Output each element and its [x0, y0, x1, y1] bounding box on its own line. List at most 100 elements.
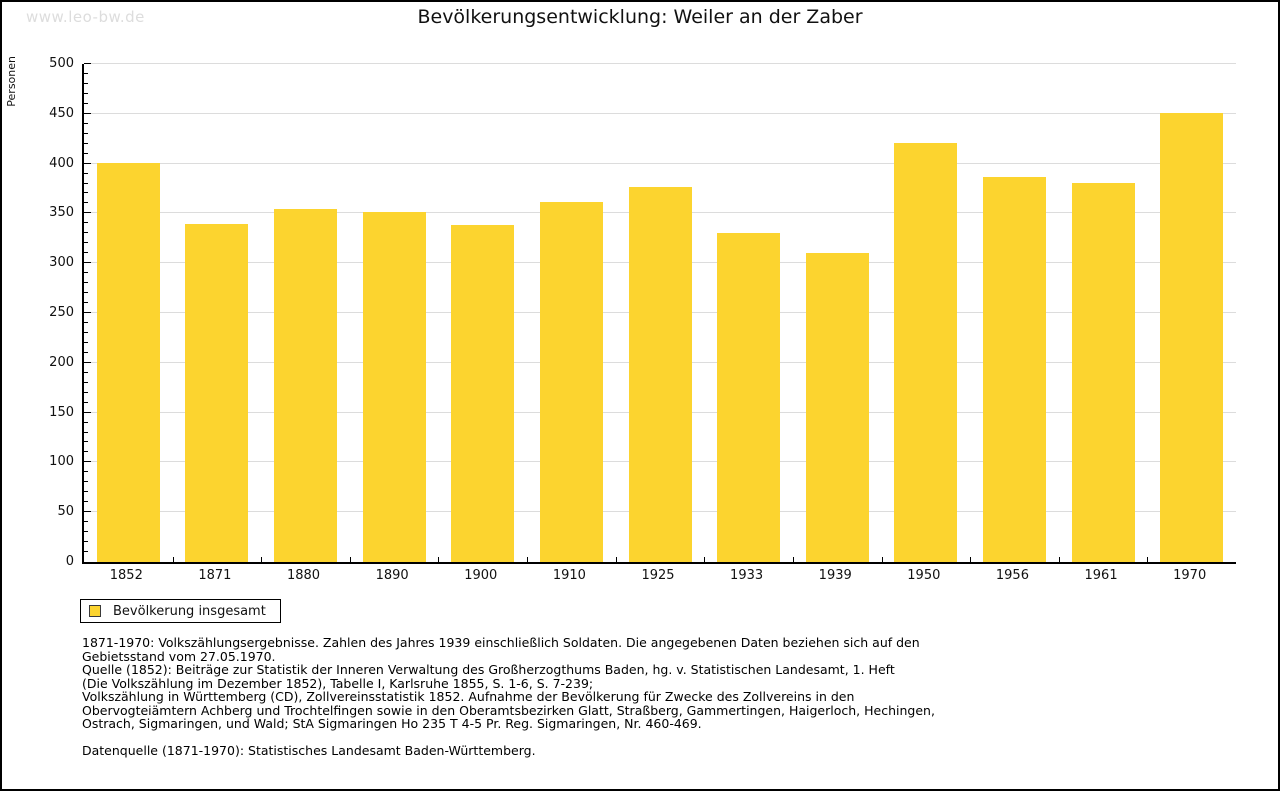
- site-watermark: www.leo-bw.de: [26, 8, 145, 26]
- y-tick-160: [84, 401, 88, 403]
- bar-1925: [628, 186, 692, 562]
- y-tick-480: [84, 82, 88, 84]
- y-tick-370: [84, 192, 88, 194]
- y-tick-490: [84, 72, 88, 74]
- y-tick-80: [84, 481, 88, 483]
- y-tick-220: [84, 341, 88, 343]
- x-tick-label-1950: 1950: [907, 568, 941, 583]
- x-tick-label-1925: 1925: [641, 568, 675, 583]
- y-tick-label-50: 50: [57, 504, 74, 520]
- y-tick-450: [84, 112, 91, 114]
- y-tick-120: [84, 441, 88, 443]
- y-tick-label-400: 400: [49, 155, 74, 171]
- legend-label: Bevölkerung insgesamt: [113, 603, 266, 619]
- y-tick-410: [84, 152, 88, 154]
- y-tick-200: [84, 361, 91, 363]
- bar-1970: [1160, 112, 1224, 562]
- y-tick-250: [84, 312, 91, 313]
- y-tick-100: [84, 461, 91, 463]
- chart-title: Bevölkerungsentwicklung: Weiler an der Z…: [417, 6, 863, 28]
- x-tick-5: [527, 557, 529, 562]
- y-tick-30: [84, 531, 88, 533]
- y-tick-290: [84, 272, 88, 274]
- y-tick-300: [84, 262, 91, 264]
- x-tick-label-1956: 1956: [995, 568, 1029, 583]
- y-tick-360: [84, 202, 88, 204]
- source-note-line-1: 1871-1970: Volkszählungsergebnisse. Zahl…: [82, 635, 920, 650]
- y-tick-90: [84, 471, 88, 473]
- plot-area: [82, 63, 1236, 564]
- bar-1961: [1071, 182, 1135, 562]
- gridline-450: [84, 112, 1236, 114]
- bar-1950: [894, 142, 958, 562]
- gridline-500: [84, 63, 1236, 64]
- gridline-400: [84, 162, 1236, 164]
- x-tick-12: [1147, 557, 1149, 562]
- x-tick-label-1880: 1880: [286, 568, 321, 583]
- y-tick-260: [84, 302, 88, 304]
- x-tick-8: [792, 557, 794, 562]
- y-tick-400: [84, 162, 91, 164]
- legend: Bevölkerung insgesamt: [80, 599, 281, 623]
- source-note-line-2: Gebietsstand vom 27.05.1970.: [82, 648, 276, 664]
- y-tick-label-250: 250: [49, 305, 74, 320]
- source-note-line-9: Datenquelle (1871-1970): Statistisches L…: [82, 743, 536, 758]
- y-tick-240: [84, 321, 88, 323]
- y-tick-230: [84, 331, 88, 333]
- legend-swatch-icon: [89, 605, 101, 617]
- x-tick-10: [970, 557, 972, 562]
- y-tick-380: [84, 182, 88, 184]
- x-tick-label-1900: 1900: [464, 568, 498, 583]
- bar-1939: [805, 253, 869, 562]
- y-tick-60: [84, 501, 88, 503]
- y-tick-350: [84, 212, 91, 214]
- source-note-line-7: Ostrach, Sigmaringen, und Wald; StA Sigm…: [82, 716, 702, 731]
- y-tick-180: [84, 381, 88, 383]
- x-tick-1: [172, 557, 174, 562]
- y-tick-10: [84, 551, 88, 553]
- y-tick-130: [84, 431, 88, 433]
- y-tick-470: [84, 92, 88, 94]
- bar-1880: [274, 209, 338, 562]
- y-tick-210: [84, 351, 88, 353]
- y-tick-50: [84, 511, 91, 513]
- bar-1910: [539, 202, 603, 562]
- y-tick-110: [84, 451, 88, 453]
- y-tick-40: [84, 521, 88, 523]
- y-tick-label-450: 450: [49, 105, 74, 121]
- x-tick-2: [261, 557, 263, 562]
- x-tick-3: [349, 557, 351, 562]
- y-tick-420: [84, 142, 88, 144]
- y-tick-label-200: 200: [49, 354, 74, 370]
- x-tick-label-1939: 1939: [818, 568, 852, 583]
- bar-1933: [717, 233, 781, 562]
- y-tick-190: [84, 371, 88, 373]
- y-tick-440: [84, 122, 88, 124]
- source-note-line-3: Quelle (1852): Beiträge zur Statistik de…: [82, 662, 895, 677]
- source-note-line-8: [82, 731, 942, 745]
- y-tick-label-100: 100: [49, 454, 74, 470]
- y-tick-330: [84, 232, 88, 234]
- x-tick-9: [881, 557, 883, 562]
- x-tick-label-1852: 1852: [109, 568, 143, 583]
- bar-1956: [982, 176, 1046, 562]
- source-notes: 1871-1970: Volkszählungsergebnisse. Zahl…: [82, 636, 942, 758]
- y-tick-460: [84, 102, 88, 104]
- y-tick-label-300: 300: [49, 255, 74, 271]
- x-tick-11: [1058, 557, 1060, 562]
- x-tick-label-1933: 1933: [730, 568, 764, 583]
- y-tick-310: [84, 252, 88, 254]
- y-tick-label-150: 150: [49, 404, 74, 420]
- y-axis-tick-labels: 0 50 100 150 200 250 300 350 400 450 500: [2, 56, 74, 569]
- bar-1890: [362, 212, 426, 562]
- x-tick-label-1890: 1890: [375, 568, 409, 583]
- x-tick-label-1970: 1970: [1173, 568, 1207, 583]
- y-tick-label-0: 0: [65, 554, 74, 569]
- y-tick-170: [84, 391, 88, 393]
- x-tick-4: [438, 557, 440, 562]
- bar-1900: [451, 225, 515, 562]
- x-tick-label-1910: 1910: [552, 568, 586, 583]
- x-tick-7: [704, 557, 706, 562]
- source-note-line-6: Obervogteiämtern Achberg und Trochtelfin…: [82, 702, 935, 718]
- y-tick-340: [84, 222, 88, 224]
